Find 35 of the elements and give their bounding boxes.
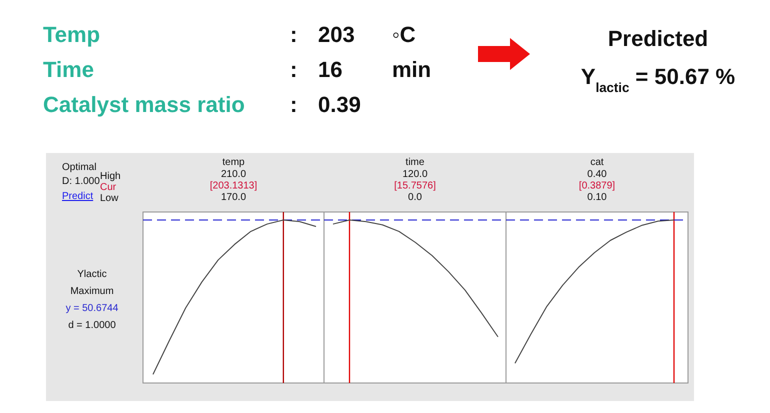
text: Predict bbox=[62, 191, 94, 202]
text: 0.10 bbox=[587, 192, 608, 203]
text: d = 1.0000 bbox=[68, 320, 116, 331]
text: Cur bbox=[100, 182, 117, 193]
chart-title: time bbox=[406, 157, 425, 168]
text: : bbox=[290, 22, 298, 47]
text: [15.7576] bbox=[394, 180, 436, 192]
chart-title: temp bbox=[222, 157, 246, 168]
text: Ylactic bbox=[77, 269, 107, 280]
chart-title: cat bbox=[590, 157, 604, 168]
text: 120.0 bbox=[402, 169, 428, 180]
text: Time bbox=[43, 57, 94, 82]
text: Optimal bbox=[62, 162, 96, 173]
text: : bbox=[290, 92, 298, 117]
text: D: 1.000 bbox=[62, 176, 100, 187]
text: ◦C bbox=[392, 22, 416, 47]
text: Predicted bbox=[608, 26, 708, 51]
text: 210.0 bbox=[220, 169, 246, 180]
text: 16 bbox=[318, 57, 342, 82]
text: 0.39 bbox=[318, 92, 361, 117]
text: 0.0 bbox=[408, 192, 422, 203]
text: 0.40 bbox=[587, 169, 608, 180]
text: Maximum bbox=[70, 286, 114, 297]
text: 203 bbox=[318, 22, 355, 47]
text: [0.3879] bbox=[578, 180, 616, 192]
text: 170.0 bbox=[220, 192, 246, 203]
text: [203.1313] bbox=[210, 180, 258, 192]
text: Catalyst mass ratio bbox=[43, 92, 245, 117]
text: Low bbox=[100, 193, 120, 204]
text: : bbox=[290, 57, 298, 82]
text: Y$_{lactic}$ = 50.67 % bbox=[580, 64, 736, 94]
text: min bbox=[392, 57, 432, 82]
text: y = 50.6744 bbox=[66, 303, 119, 314]
text: High bbox=[100, 171, 121, 182]
text: Temp bbox=[43, 22, 100, 47]
